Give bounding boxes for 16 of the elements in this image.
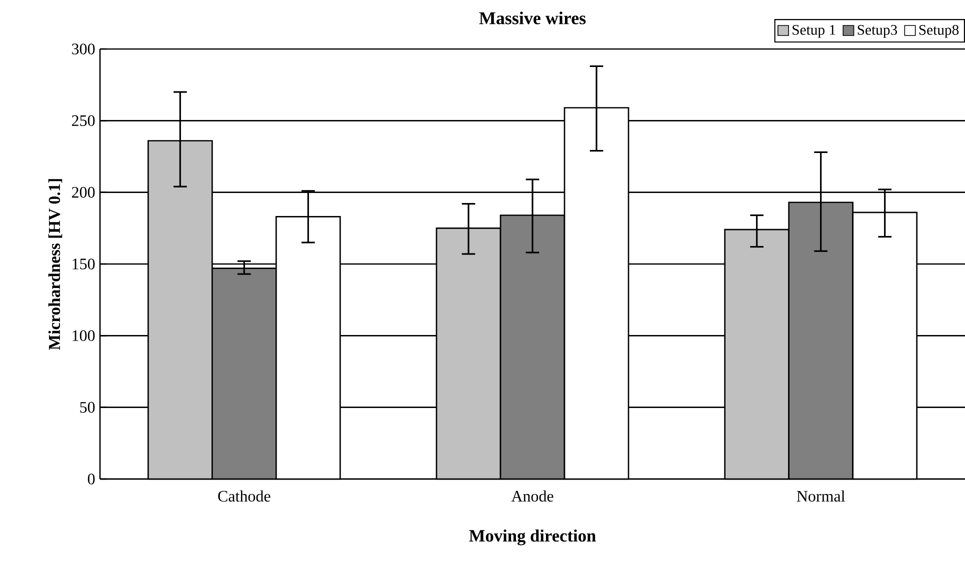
y-axis-title: Microhardness [HV 0.1] [48, 179, 62, 350]
y-tick-label: 50 [80, 402, 95, 413]
x-tick-label: Cathode [218, 490, 270, 502]
legend-label: Setup 1 [792, 24, 836, 38]
x-axis-title: Moving direction [469, 529, 596, 546]
y-tick-label: 100 [72, 330, 95, 342]
legend-label: Setup8 [919, 24, 959, 38]
chart-title: Massive wires [479, 12, 586, 24]
x-tick-label: Normal [796, 490, 845, 502]
legend-label: Setup3 [858, 24, 898, 38]
y-tick-label: 250 [72, 115, 95, 126]
x-tick-label: Anode [511, 490, 554, 502]
y-tick-label: 300 [72, 44, 95, 54]
y-tick-label: 150 [72, 258, 95, 270]
y-tick-label: 0 [88, 474, 95, 484]
y-tick-label: 200 [72, 186, 95, 198]
